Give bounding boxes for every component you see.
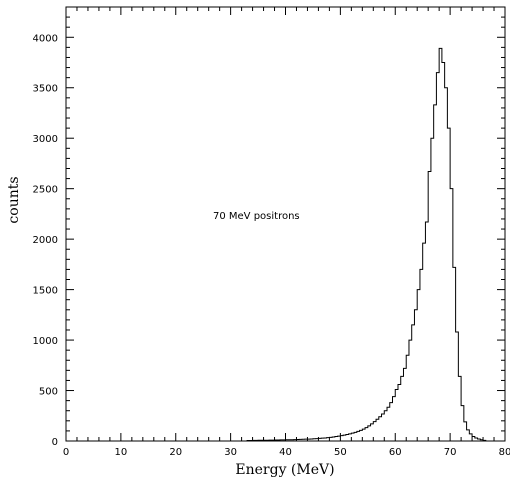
y-tick-label: 2500 (33, 185, 58, 196)
chart-annotation: 70 MeV positrons (213, 211, 300, 222)
x-axis-tick-labels: 0 10 20 30 40 50 60 70 80 (63, 447, 510, 458)
y-tick-label: 3000 (33, 134, 58, 145)
y-tick-label: 4000 (33, 33, 58, 44)
x-axis-title: Energy (MeV) (235, 462, 334, 478)
y-tick-label: 1500 (33, 286, 58, 297)
y-axis-ticks (66, 6, 505, 442)
x-tick-label: 70 (444, 447, 457, 458)
y-axis-tick-labels: 0 500 1000 1500 2000 2500 3000 3500 4000 (33, 33, 58, 448)
x-tick-label: 80 (499, 447, 510, 458)
y-axis-title: counts (6, 176, 22, 223)
y-tick-label: 3500 (33, 84, 58, 95)
y-tick-label: 0 (52, 437, 58, 448)
x-tick-label: 40 (279, 447, 292, 458)
y-tick-label: 500 (39, 387, 58, 398)
y-tick-label: 1000 (33, 336, 58, 347)
x-tick-label: 50 (334, 447, 347, 458)
x-axis-ticks (65, 7, 506, 441)
x-tick-label: 10 (115, 447, 128, 458)
histogram-series-line (246, 47, 487, 441)
x-tick-label: 30 (224, 447, 237, 458)
x-tick-label: 0 (63, 447, 69, 458)
y-tick-label: 2000 (33, 235, 58, 246)
x-tick-label: 20 (169, 447, 182, 458)
x-tick-label: 60 (389, 447, 402, 458)
